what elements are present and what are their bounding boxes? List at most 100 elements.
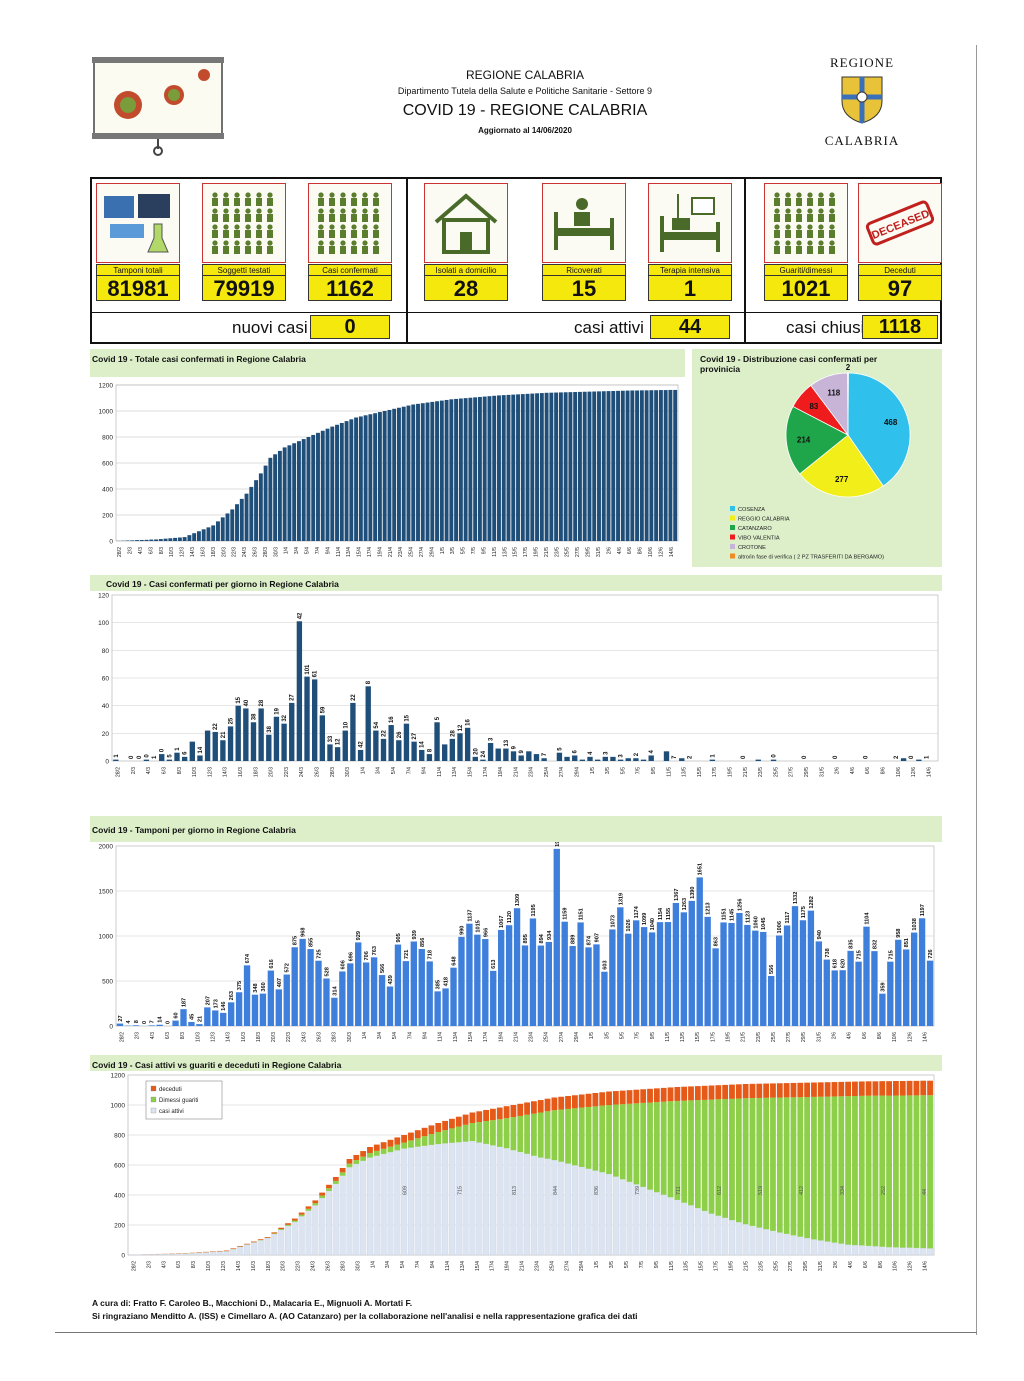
x-tick-label: 19/4 bbox=[498, 1032, 504, 1042]
person-head-icon bbox=[234, 240, 240, 246]
bar bbox=[513, 908, 521, 1026]
x-tick-label: 18/3 bbox=[266, 1261, 272, 1271]
bar-data-label: 855 bbox=[309, 938, 315, 947]
x-tick-label: 19/5 bbox=[728, 767, 734, 777]
person-body-icon bbox=[234, 214, 240, 222]
x-tick-label: 1/4 bbox=[284, 547, 290, 554]
deceased-bar bbox=[701, 1085, 708, 1100]
x-tick-label: 24/3 bbox=[301, 1032, 307, 1042]
person-body-icon bbox=[807, 198, 813, 206]
person-body-icon bbox=[340, 214, 346, 222]
bar bbox=[173, 537, 178, 541]
person-body-icon bbox=[362, 214, 368, 222]
x-tick-label: 6/6 bbox=[863, 1261, 869, 1268]
bottom-rule bbox=[55, 1332, 977, 1333]
bar bbox=[539, 393, 544, 541]
x-tick-label: 6/6 bbox=[627, 547, 633, 554]
y-tick-label: 1000 bbox=[111, 1103, 126, 1110]
person-head-icon bbox=[829, 240, 835, 246]
bar bbox=[143, 759, 150, 761]
bar-data-label: 42 bbox=[297, 612, 303, 619]
x-tick-label: 2/6 bbox=[835, 767, 841, 774]
recovered-bar bbox=[373, 1150, 380, 1156]
bar-data-label: 60 bbox=[174, 1012, 180, 1018]
x-tick-label: 21/4 bbox=[513, 1032, 519, 1042]
active-data-label: 412 bbox=[799, 1186, 805, 1195]
deceased-bar bbox=[360, 1151, 367, 1157]
person-body-icon bbox=[362, 230, 368, 238]
person-head-icon bbox=[362, 208, 368, 214]
bar-data-label: 3 bbox=[489, 737, 495, 741]
bar bbox=[358, 416, 363, 541]
covid-board-logo bbox=[92, 55, 224, 157]
bar bbox=[158, 539, 163, 541]
bar bbox=[458, 398, 463, 541]
cumulative-title: Covid 19 - Totale casi confermati in Reg… bbox=[92, 354, 306, 364]
bar-data-label: 1154 bbox=[658, 907, 664, 920]
recovered-bar bbox=[490, 1120, 496, 1146]
person-head-icon bbox=[340, 240, 346, 246]
active-bar bbox=[476, 1142, 483, 1256]
person-head-icon bbox=[373, 192, 379, 198]
x-tick-label: 15/4 bbox=[467, 767, 473, 777]
person-body-icon bbox=[785, 230, 791, 238]
bar-data-label: 1137 bbox=[467, 910, 473, 922]
legend-entry: CROTONE bbox=[738, 545, 766, 551]
x-tick-label: 10/3 bbox=[206, 1261, 212, 1271]
bar bbox=[585, 947, 592, 1026]
x-tick-label: 8/3 bbox=[159, 547, 165, 554]
bar-data-label: 0 bbox=[909, 755, 915, 759]
bar-data-label: 8 bbox=[366, 680, 372, 684]
bar bbox=[775, 935, 783, 1026]
recovered-bar bbox=[387, 1146, 394, 1153]
bar-data-label: 738 bbox=[825, 948, 831, 957]
x-tick-label: 21/4 bbox=[388, 547, 394, 557]
person-head-icon bbox=[245, 224, 251, 230]
deceased-bar bbox=[893, 1081, 899, 1096]
recovered-bar bbox=[339, 1172, 346, 1176]
active-bar bbox=[421, 1145, 428, 1256]
x-tick-label: 5/5 bbox=[624, 1261, 630, 1268]
confirmed-cases-icon bbox=[308, 183, 392, 263]
x-tick-label: 12/3 bbox=[207, 767, 213, 777]
x-tick-label: 7/5 bbox=[471, 547, 477, 554]
deceased-bar bbox=[264, 1237, 271, 1238]
bar bbox=[363, 415, 368, 541]
bar bbox=[342, 730, 348, 761]
active-bar bbox=[278, 1229, 285, 1256]
person-head-icon bbox=[785, 224, 791, 230]
bar bbox=[377, 412, 382, 541]
y-tick-label: 1000 bbox=[99, 934, 114, 941]
person-head-icon bbox=[785, 208, 791, 214]
x-tick-label: 18/3 bbox=[256, 1032, 262, 1042]
x-tick-label: 12/3 bbox=[210, 1032, 216, 1042]
person-body-icon bbox=[807, 246, 813, 254]
active-bar bbox=[414, 1146, 421, 1256]
bar-data-label: 1282 bbox=[809, 896, 815, 908]
bar-data-label: 1 bbox=[925, 755, 931, 759]
bar bbox=[633, 758, 639, 761]
active-bar bbox=[619, 1179, 626, 1256]
recovered-bar bbox=[817, 1096, 824, 1241]
bar bbox=[196, 531, 201, 541]
intensive-care-icon bbox=[648, 183, 732, 263]
deceased-bar bbox=[387, 1139, 394, 1147]
x-tick-label: 10/6 bbox=[892, 1032, 898, 1042]
bar bbox=[533, 754, 540, 761]
person-body-icon bbox=[318, 198, 324, 206]
x-tick-label: 27/5 bbox=[575, 547, 581, 557]
bar bbox=[464, 727, 471, 761]
active-bar bbox=[797, 1236, 804, 1256]
deceased-bar bbox=[817, 1082, 824, 1097]
person-head-icon bbox=[774, 208, 780, 214]
bar bbox=[720, 922, 727, 1026]
deceased-bar bbox=[298, 1212, 305, 1215]
bar bbox=[839, 970, 846, 1026]
bar bbox=[847, 950, 854, 1026]
deceased-bar bbox=[599, 1092, 606, 1106]
deceased-bar bbox=[742, 1084, 749, 1099]
recovered-bar bbox=[565, 1108, 571, 1164]
active-bar bbox=[578, 1166, 585, 1256]
bar-data-label: 1151 bbox=[579, 908, 585, 920]
bar-data-label: 726 bbox=[928, 949, 934, 958]
